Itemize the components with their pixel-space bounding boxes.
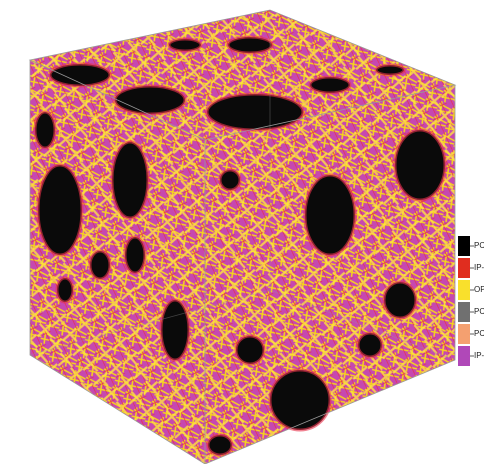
legend-label: PC-I [474,307,484,316]
legend-label: PC-( [474,329,484,338]
legend-label: IP-C [474,351,484,360]
legend-swatch [458,280,470,300]
legend-swatch [458,258,470,278]
legend-swatch [458,236,470,256]
legend-swatch [458,346,470,366]
legend-swatch [458,324,470,344]
legend-label: IP-IF [474,263,484,272]
legend: PC-S IP-IF OP- PC-I PC-( IP-C [458,236,484,366]
legend-swatch [458,302,470,322]
cube [28,9,457,464]
legend-label: PC-S [474,241,484,250]
legend-label: OP- [474,285,484,294]
